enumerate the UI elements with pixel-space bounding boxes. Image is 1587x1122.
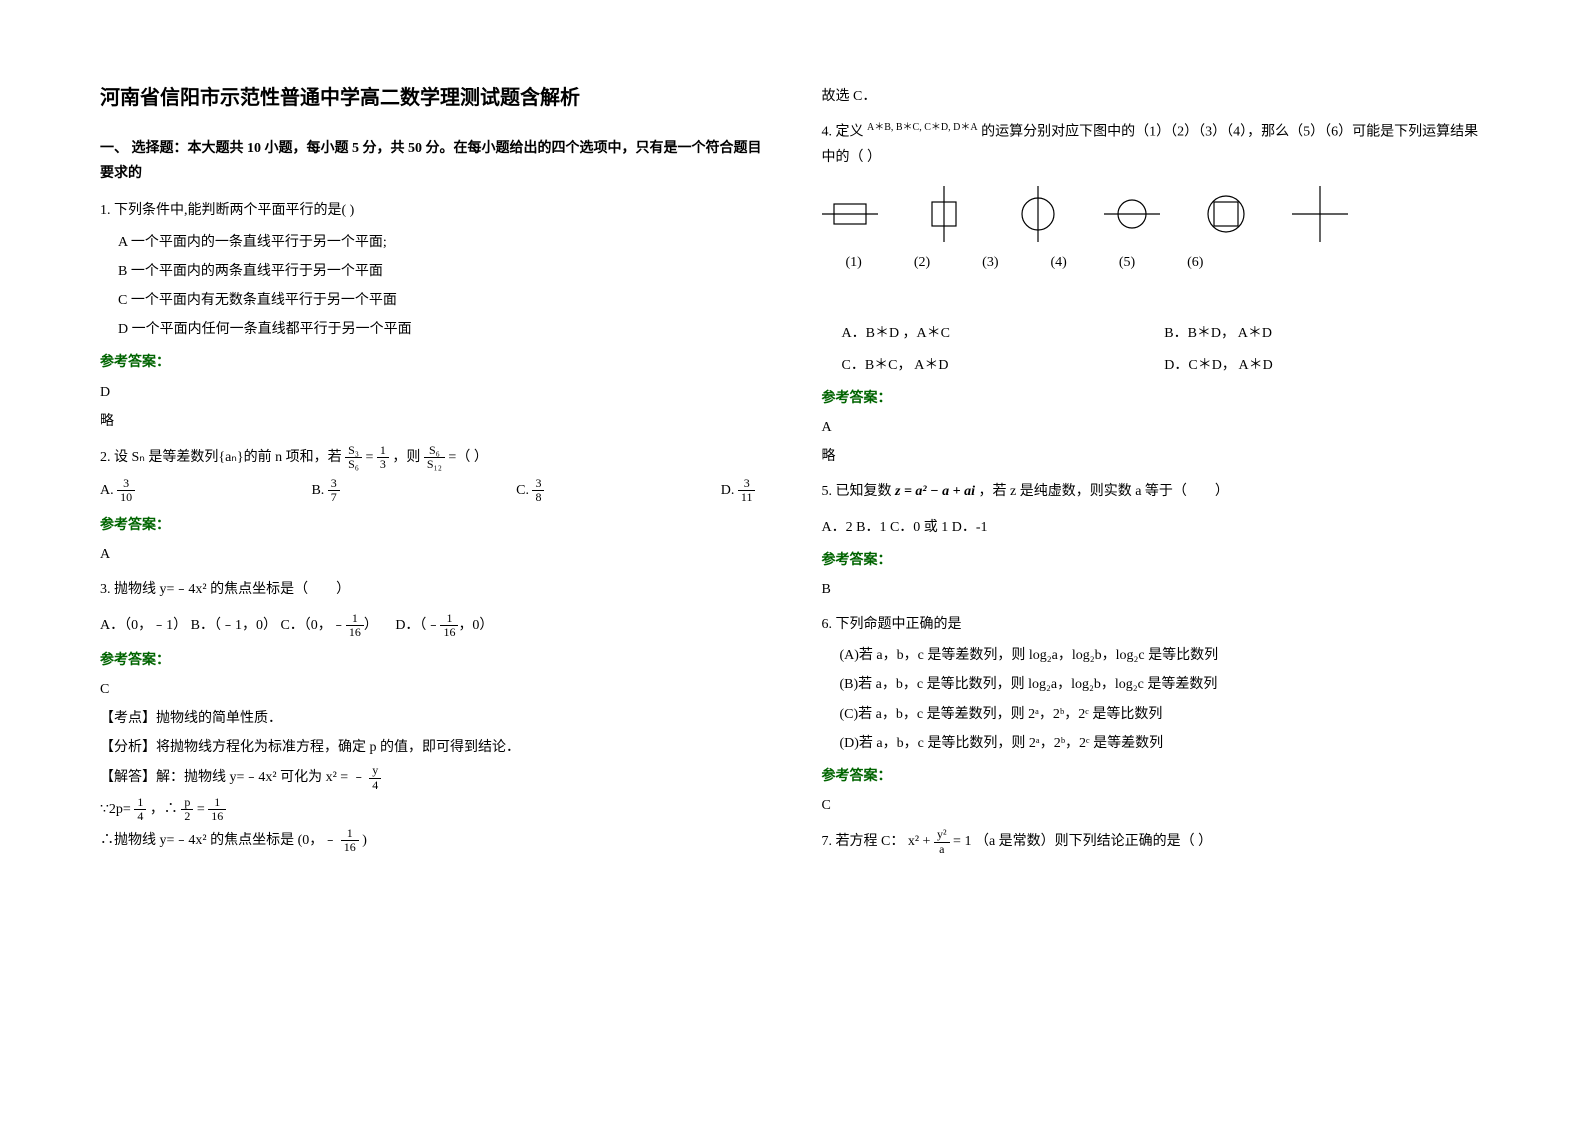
q5-answer: B [822,577,1488,602]
section-header: 一、 选择题：本大题共 10 小题，每小题 5 分，共 50 分。在每小题给出的… [100,136,766,186]
q2-answer-label: 参考答案： [100,513,766,538]
q4-optA: A．B＊D ，A＊C [842,321,1165,346]
page-title: 河南省信阳市示范性普通中学高二数学理测试题含解析 [100,80,766,116]
right-column: 故选 C． 4. 定义 A＊B, B＊C, C＊D, D＊A 的运算分别对应下图… [822,80,1488,1082]
q3-optD: D．（﹣116，0） [395,618,493,633]
diag-label-5: (5) [1119,250,1135,275]
q2-answer: A [100,542,766,567]
q3-answer: C [100,677,766,702]
q4-answer-label: 参考答案： [822,386,1488,411]
q3-answer-label: 参考答案： [100,648,766,673]
q7-frac: y²a [934,828,950,855]
q5-answer-label: 参考答案： [822,548,1488,573]
q2-stem-p2: ，则 [392,450,424,465]
q6-answer-label: 参考答案： [822,764,1488,789]
diagram-3-icon [1010,186,1066,242]
q2-stem-p1: 2. 设 Sₙ 是等差数列{aₙ}的前 n 项和，若 [100,450,345,465]
q6-answer: C [822,793,1488,818]
q3-optA: A．（0，﹣1） [100,618,187,633]
diagram-4-icon [1104,186,1160,242]
q4-optC: C．B＊C， A＊D [842,353,1165,378]
q4-answer: A [822,415,1488,440]
q1-optB: B 一个平面内的两条直线平行于另一个平面 [118,259,766,284]
diag-label-4: (4) [1050,250,1066,275]
q6-stem: 6. 下列命题中正确的是 [822,612,1488,637]
q3-exp6: 故选 C． [822,84,1488,109]
q1-omit: 略 [100,409,766,434]
q2-optC: C. 38 [516,477,544,504]
left-column: 河南省信阳市示范性普通中学高二数学理测试题含解析 一、 选择题：本大题共 10 … [100,80,766,1082]
q4-diagrams [822,186,1488,242]
diag-label-6: (6) [1187,250,1203,275]
q4-omit: 略 [822,444,1488,469]
q4-stem: 4. 定义 A＊B, B＊C, C＊D, D＊A 的运算分别对应下图中的（1）（… [822,119,1488,170]
diag-label-3: (3) [982,250,998,275]
q2-frac1: S₃S₆ [345,444,362,471]
q2-stem: 2. 设 Sₙ 是等差数列{aₙ}的前 n 项和，若 S₃S₆ = 13 ，则 … [100,444,766,471]
q5-opts: A．2 B．1 C．0 或 1 D．-1 [822,515,1488,540]
q3-exp2: 【分析】将抛物线方程化为标准方程，确定 p 的值，即可得到结论． [100,735,766,760]
q1-answer-label: 参考答案： [100,350,766,375]
diagram-5-icon [1198,186,1254,242]
q1-stem: 1. 下列条件中,能判断两个平面平行的是( ) [100,198,766,223]
q3-optC: C．（0，﹣116） [280,618,377,633]
q3-options: A．（0，﹣1） B．（﹣1，0） C．（0，﹣116） D．（﹣116，0） [100,612,766,639]
q3-stem: 3. 抛物线 y=﹣4x² 的焦点坐标是（ ） [100,577,766,602]
diagram-2-icon [916,186,972,242]
diag-label-2: (2) [914,250,930,275]
q4-optB: B．B＊D， A＊D [1164,321,1487,346]
q6-optD: (D)若 a，b，c 是等比数列，则 2ᵃ，2ᵇ，2ᶜ 是等差数列 [840,731,1488,756]
q1-optA: A 一个平面内的一条直线平行于另一个平面; [118,230,766,255]
q4-diagram-labels: (1) (2) (3) (4) (5) (6) [846,250,1488,275]
q6-optA: (A)若 a，b，c 是等差数列，则 log₂a，log₂b，log₂c 是等比… [840,643,1488,668]
q3-exp5: ∴抛物线 y=﹣4x² 的焦点坐标是 (0，﹣ 116 ) [100,827,766,854]
q5-stem: 5. 已知复数 z = a² − a + ai ，若 z 是纯虚数，则实数 a … [822,479,1488,504]
q6-optC: (C)若 a，b，c 是等差数列，则 2ᵃ，2ᵇ，2ᶜ 是等比数列 [840,702,1488,727]
q4-optD: D．C＊D， A＊D [1164,353,1487,378]
q3-exp4: ∵2p= 14 ，∴ p2 = 116 [100,796,766,823]
q5-formula: z = a² − a + ai [895,484,975,499]
q1-answer: D [100,380,766,405]
diag-label-1: (1) [846,250,862,275]
q2-stem-p3: =（ ） [448,450,487,465]
q3-optB: B．（﹣1，0） [191,618,277,633]
q2-frac1b: 13 [377,444,389,471]
diagram-6-icon [1292,186,1348,242]
q7-stem: 7. 若方程 C： x² + y²a = 1 （a 是常数）则下列结论正确的是（… [822,828,1488,855]
q4-opts-row1: A．B＊D ，A＊C B．B＊D， A＊D [842,321,1488,346]
q2-frac2: S₆S₁₂ [424,444,445,471]
diagram-1-icon [822,186,878,242]
q1-optD: D 一个平面内任何一条直线都平行于另一个平面 [118,317,766,342]
q3-exp1: 【考点】抛物线的简单性质． [100,706,766,731]
q6-optB: (B)若 a，b，c 是等比数列，则 log₂a，log₂b，log₂c 是等差… [840,672,1488,697]
q3-exp3: 【解答】解：抛物线 y=﹣4x² 可化为 x² = ﹣ y4 [100,764,766,791]
q2-optB: B. 37 [311,477,339,504]
q2-options: A. 310 B. 37 C. 38 D. 311 [100,477,766,504]
q2-optD: D. 311 [721,477,756,504]
q4-opts-row2: C．B＊C， A＊D D．C＊D， A＊D [842,353,1488,378]
q1-optC: C 一个平面内有无数条直线平行于另一个平面 [118,288,766,313]
q2-optA: A. 310 [100,477,135,504]
